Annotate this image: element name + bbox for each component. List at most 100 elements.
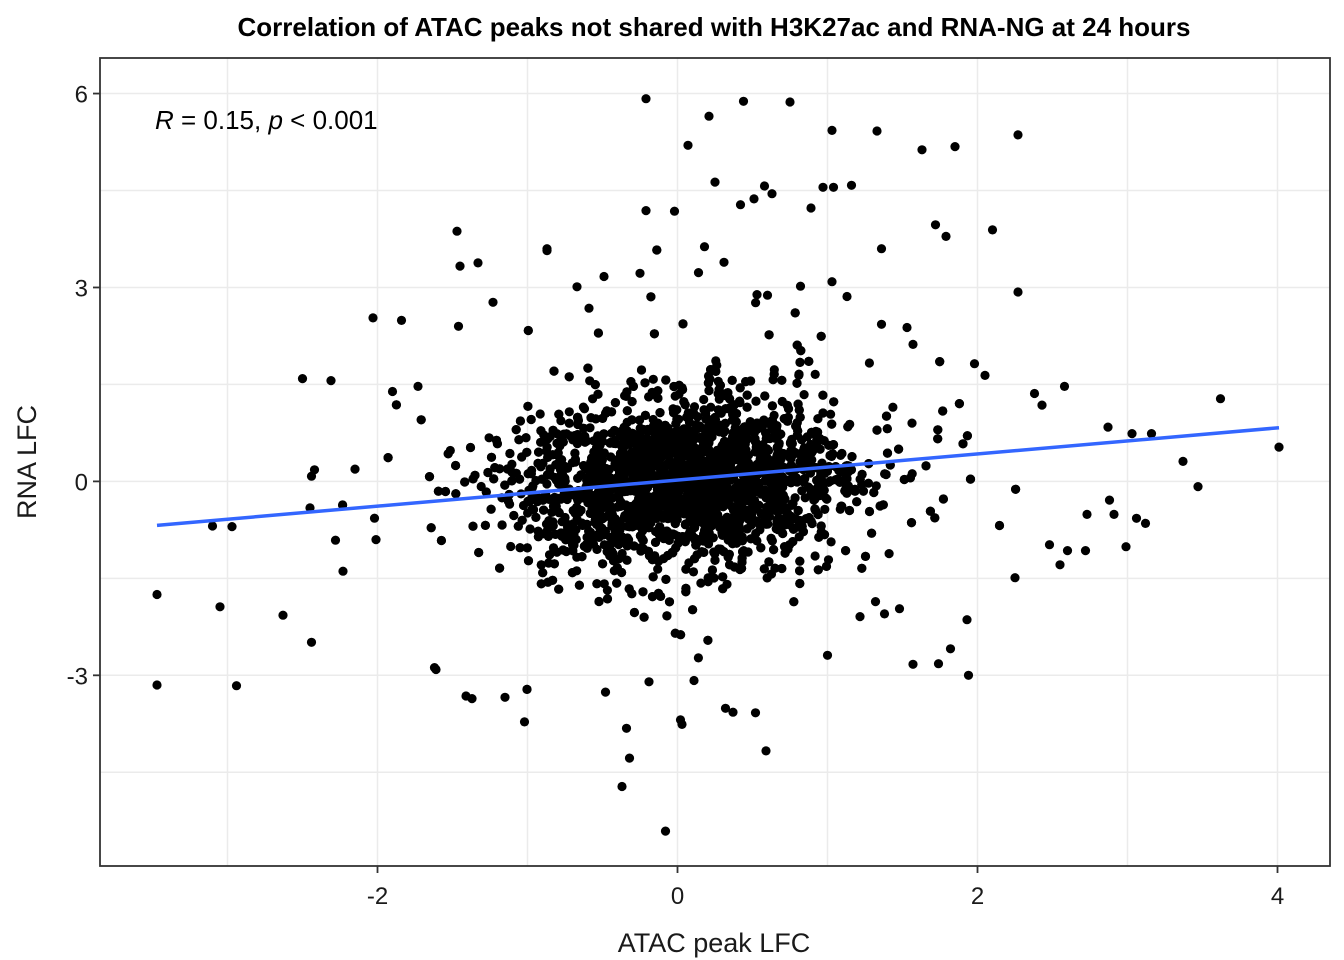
data-point — [724, 457, 735, 467]
data-point — [624, 753, 635, 763]
data-point — [935, 357, 945, 367]
data-point — [583, 363, 593, 373]
data-point — [640, 378, 650, 388]
data-point — [803, 482, 814, 492]
data-point — [764, 557, 774, 567]
data-point — [777, 375, 787, 385]
data-point — [908, 339, 918, 349]
data-point — [828, 182, 839, 192]
data-point — [950, 142, 960, 152]
p-symbol: p — [267, 105, 282, 135]
data-point — [762, 573, 772, 583]
data-point — [760, 391, 770, 401]
data-point — [720, 703, 731, 713]
data-point — [718, 584, 728, 594]
data-point — [539, 505, 549, 515]
data-point — [882, 424, 892, 434]
data-point — [672, 514, 682, 525]
data-point — [391, 400, 401, 410]
data-point — [1146, 429, 1157, 439]
data-point — [369, 513, 380, 523]
data-point — [231, 681, 242, 691]
data-point — [528, 505, 539, 515]
data-point — [600, 687, 611, 697]
data-point — [771, 423, 782, 433]
data-point — [705, 450, 715, 460]
data-point — [815, 444, 825, 454]
data-point — [938, 406, 948, 416]
data-point — [500, 480, 510, 490]
data-point — [550, 529, 561, 540]
data-point — [703, 573, 713, 583]
data-point — [723, 535, 733, 545]
data-point — [761, 519, 771, 529]
data-point — [810, 369, 820, 379]
data-point — [637, 523, 648, 533]
data-point — [777, 563, 787, 574]
data-point — [785, 97, 795, 107]
data-point — [627, 447, 637, 457]
data-point — [572, 502, 582, 512]
data-point — [483, 467, 493, 478]
data-point — [701, 425, 711, 435]
data-point — [980, 370, 990, 380]
data-point — [810, 551, 820, 561]
data-point — [602, 594, 613, 604]
data-point — [451, 489, 461, 499]
data-point — [905, 473, 916, 483]
data-point — [623, 506, 634, 516]
data-point — [756, 543, 766, 553]
data-point — [1274, 442, 1284, 452]
data-point — [742, 402, 752, 412]
data-point — [596, 511, 607, 522]
data-point — [600, 499, 610, 509]
data-point — [578, 402, 589, 412]
data-point — [480, 520, 490, 531]
data-point — [593, 389, 603, 399]
data-point — [621, 723, 632, 733]
data-point — [655, 408, 665, 418]
data-point — [1029, 388, 1040, 399]
data-point — [746, 376, 756, 386]
y-tick-label: 3 — [75, 275, 88, 302]
data-point — [745, 417, 755, 427]
data-point — [693, 653, 704, 663]
data-point — [678, 502, 688, 512]
data-point — [635, 268, 645, 278]
data-point — [622, 485, 633, 495]
data-point — [663, 423, 673, 433]
data-point — [749, 476, 759, 486]
data-point — [958, 439, 968, 449]
data-point — [522, 447, 532, 457]
data-point — [816, 521, 826, 531]
data-point — [843, 422, 853, 432]
data-point — [500, 692, 510, 702]
data-point — [350, 464, 360, 474]
data-point — [794, 369, 804, 379]
data-point — [770, 433, 781, 443]
data-point — [788, 498, 798, 508]
data-point — [698, 511, 708, 521]
data-point — [841, 482, 852, 492]
data-point — [730, 423, 740, 433]
data-point — [656, 591, 666, 602]
data-point — [577, 552, 587, 562]
data-point — [876, 244, 887, 254]
data-point — [556, 465, 566, 475]
data-point — [326, 376, 336, 386]
data-point — [650, 537, 661, 548]
data-point — [617, 781, 627, 792]
data-point — [515, 416, 526, 426]
data-point — [531, 512, 541, 523]
data-point — [829, 397, 839, 407]
data-point — [941, 231, 951, 241]
data-point — [548, 425, 558, 435]
data-point — [792, 430, 802, 440]
data-point — [523, 325, 533, 336]
data-point — [806, 203, 816, 213]
data-point — [646, 292, 656, 302]
data-point — [683, 408, 693, 418]
data-point — [593, 431, 603, 441]
data-point — [607, 520, 617, 530]
data-point — [572, 282, 582, 292]
